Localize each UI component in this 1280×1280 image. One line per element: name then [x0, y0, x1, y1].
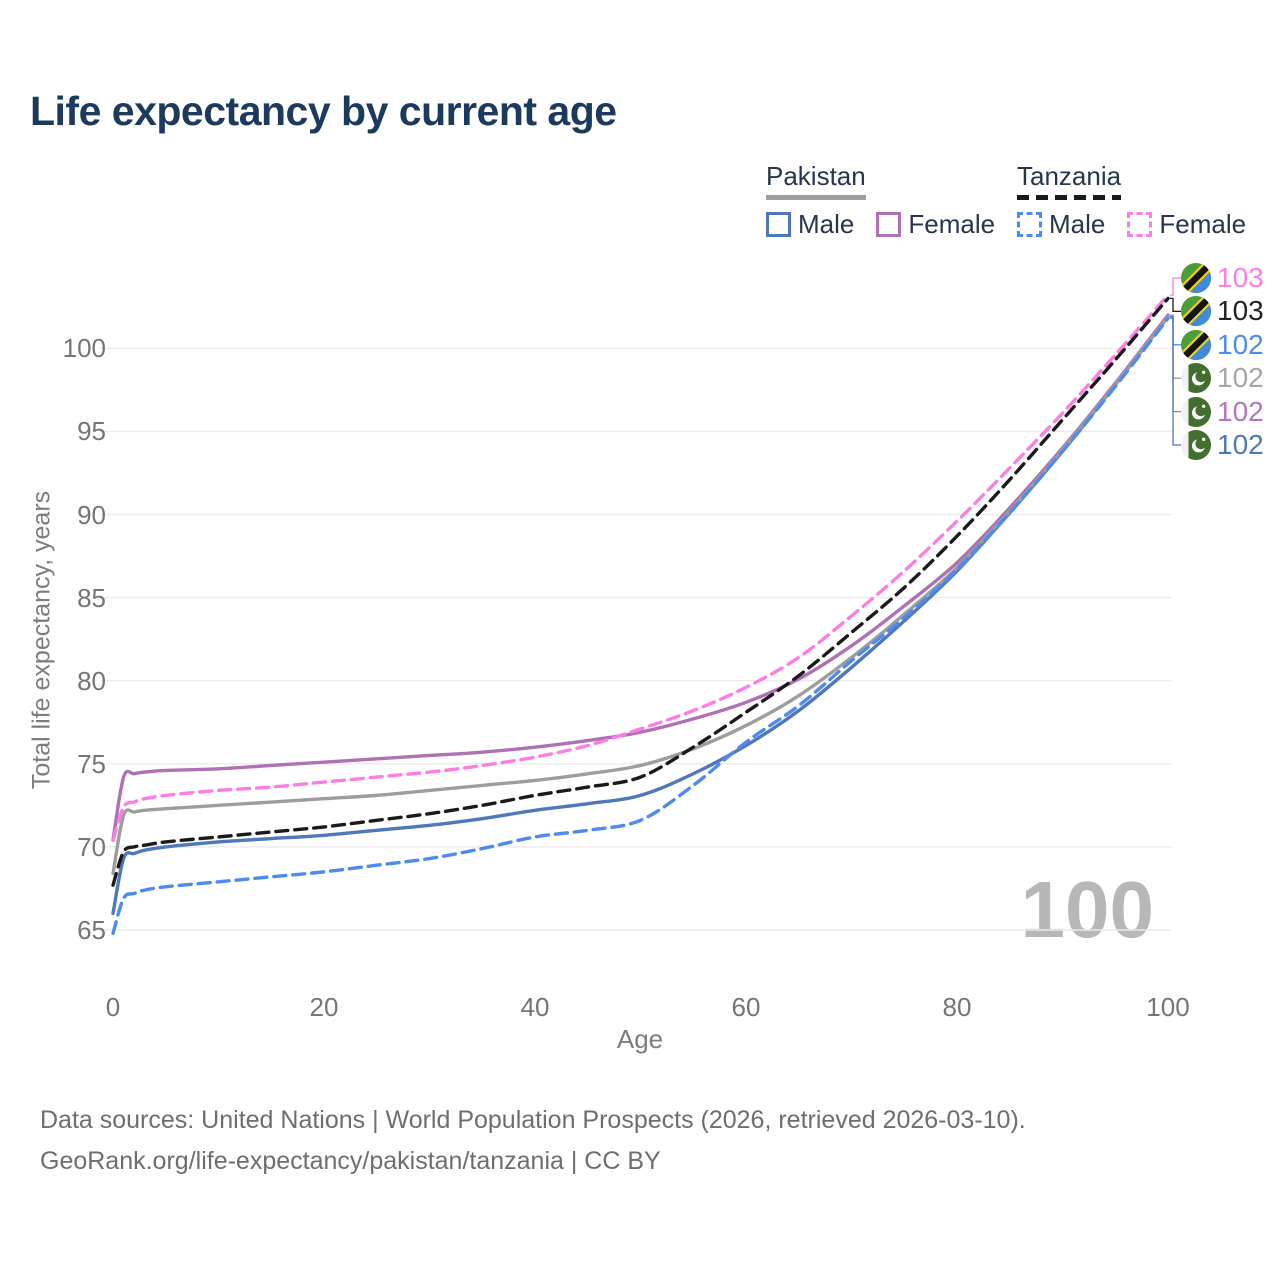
end-label-pakistan-male: 102 [1181, 430, 1264, 460]
legend-country-label: Pakistan [766, 161, 866, 191]
flag-icon-tanzania [1181, 329, 1211, 360]
series-line-tanzania-male [111, 316, 1170, 936]
legend-group-pakistan: Pakistan Male Female [766, 161, 995, 240]
legend-item-label: Female [1159, 209, 1247, 239]
x-tick-80: 80 [942, 992, 972, 1022]
series-line-tanzania-both-sexes [111, 296, 1170, 887]
legend-group-tanzania: Tanzania Male Female [1017, 161, 1246, 240]
leader-line-tanzania-male [1170, 317, 1181, 346]
end-label-tanzania-male: 102 [1181, 328, 1264, 360]
y-tick-75: 75 [77, 748, 106, 779]
flag-icon-pakistan [1181, 430, 1211, 460]
end-label-value: 103 [1217, 295, 1264, 327]
legend-item-label: Female [908, 209, 996, 239]
y-tick-90: 90 [77, 499, 106, 530]
series-toggle-checkbox[interactable] [876, 212, 902, 237]
legend-dashed-line-sample [1017, 195, 1122, 200]
series-line-pakistan-female [111, 313, 1170, 842]
series-line-tanzania-female [111, 293, 1170, 842]
series-line-pakistan-both-sexes [111, 315, 1170, 876]
series-toggle-checkbox[interactable] [1017, 212, 1042, 237]
flag-icon-pakistan [1181, 363, 1211, 394]
x-tick-100: 100 [1146, 992, 1190, 1022]
legend-item-tanzania-female[interactable]: Female [1127, 209, 1246, 240]
legend-solid-line-sample [766, 195, 866, 200]
legend-group-header: Pakistan [766, 161, 866, 200]
legend-item-tanzania-male[interactable]: Male [1017, 209, 1105, 240]
end-label-tanzania-female: 103 [1181, 263, 1264, 293]
y-tick-80: 80 [77, 665, 106, 696]
end-label-value: 102 [1217, 395, 1264, 427]
end-label-pakistan-both-sexes: 102 [1181, 362, 1264, 394]
leader-line-tanzania-both-sexes [1170, 297, 1181, 313]
flag-icon-pakistan [1181, 396, 1211, 427]
y-tick-85: 85 [77, 582, 106, 613]
y-tick-95: 95 [77, 416, 106, 447]
end-label-value: 102 [1217, 362, 1264, 394]
legend-country-label: Tanzania [1017, 161, 1122, 191]
flag-icon-tanzania [1181, 263, 1211, 293]
end-label-pakistan-female: 102 [1181, 395, 1264, 427]
leader-line-pakistan-both-sexes [1170, 316, 1181, 379]
legend-items: Male Female [1017, 209, 1246, 240]
footer-attribution: GeoRank.org/life-expectancy/pakistan/tan… [40, 1147, 661, 1175]
footer-data-sources: Data sources: United Nations | World Pop… [40, 1106, 1026, 1134]
series-toggle-checkbox[interactable] [766, 212, 791, 237]
series-toggle-checkbox[interactable] [1127, 212, 1153, 237]
legend-items: Male Female [766, 209, 995, 240]
leader-line-pakistan-female [1170, 314, 1181, 413]
end-label-tanzania-both-sexes: 103 [1181, 295, 1264, 327]
page-title: Life expectancy by current age [30, 88, 617, 134]
y-tick-100: 100 [62, 333, 106, 364]
leader-line-tanzania-female [1170, 277, 1181, 296]
y-tick-65: 65 [77, 915, 106, 945]
end-label-value: 103 [1217, 262, 1264, 293]
flag-icon-tanzania [1181, 296, 1211, 327]
leader-line-pakistan-male [1170, 316, 1181, 446]
x-tick-40: 40 [520, 992, 550, 1022]
series-line-pakistan-male [111, 315, 1170, 916]
legend-item-label: Male [1049, 209, 1106, 239]
legend-item-label: Male [798, 209, 855, 239]
legend-group-header: Tanzania [1017, 161, 1122, 200]
x-tick-0: 0 [105, 992, 121, 1022]
y-axis-title: Total life expectancy, years [27, 490, 56, 790]
end-label-value: 102 [1217, 429, 1264, 460]
legend-item-pakistan-male[interactable]: Male [766, 209, 854, 240]
y-tick-70: 70 [77, 831, 106, 862]
x-tick-60: 60 [731, 992, 761, 1022]
x-axis-title: Age [616, 1024, 664, 1054]
x-tick-20: 20 [309, 992, 339, 1022]
end-label-value: 102 [1217, 328, 1264, 360]
legend-item-pakistan-female[interactable]: Female [876, 209, 995, 240]
current-age-watermark: 100 [1020, 865, 1154, 954]
